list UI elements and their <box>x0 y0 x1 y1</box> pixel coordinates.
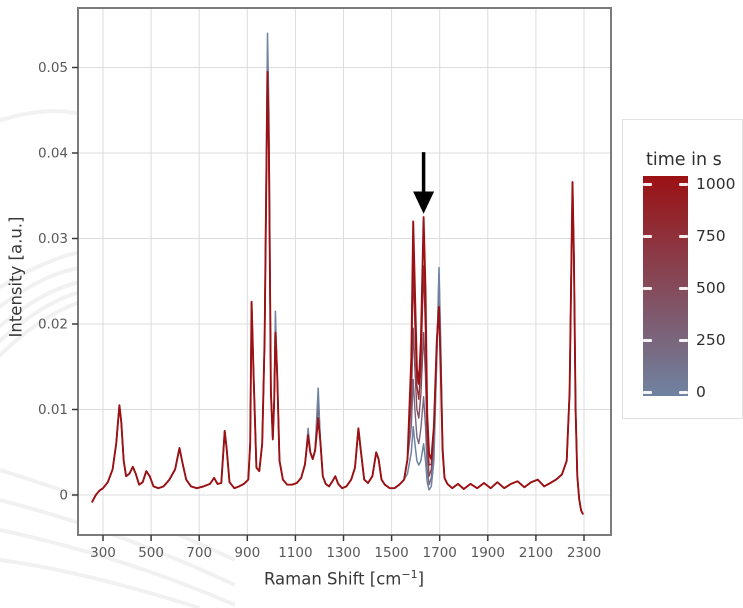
colorbar-tick-dash <box>643 390 652 394</box>
colorbar-tick-label: 0 <box>696 383 706 401</box>
x-tick-label: 1300 <box>326 545 360 561</box>
legend-title: time in s <box>646 150 722 170</box>
x-tick-label: 1100 <box>278 545 312 561</box>
x-axis-title-sup: −1 <box>401 567 418 581</box>
colorbar-tick-label: 500 <box>696 279 726 297</box>
spectrum-trace-t1000s <box>91 70 584 515</box>
colorbar-legend: time in s 1000 750 500 250 0 <box>622 119 743 419</box>
x-axis-title-suffix: ] <box>417 569 425 589</box>
spectra-traces <box>91 32 584 515</box>
colorbar-tick-dash <box>679 390 688 394</box>
x-tick-label: 500 <box>138 545 164 561</box>
y-tick-label: 0.02 <box>38 317 68 333</box>
y-tick-label: 0.04 <box>38 146 68 162</box>
plot-background <box>79 9 610 534</box>
x-tick-label: 900 <box>234 545 260 561</box>
colorbar-tick-dash <box>679 286 688 290</box>
x-tick-label: 2100 <box>519 545 553 561</box>
y-tick-label: 0.01 <box>38 402 68 418</box>
colorbar-gradient <box>643 176 688 396</box>
x-tick-label: 300 <box>90 545 116 561</box>
x-tick-label: 1500 <box>374 545 408 561</box>
y-tick-label: 0 <box>59 488 68 504</box>
x-tick-label: 700 <box>186 545 212 561</box>
y-axis-title: Intensity [a.u.] <box>6 216 26 338</box>
y-tick-label: 0.05 <box>38 60 68 76</box>
x-axis-title-text: Raman Shift [cm <box>263 569 402 589</box>
annotation-arrow-head <box>413 191 435 214</box>
colorbar-tick-dash <box>643 182 652 186</box>
plot-frame <box>77 7 612 536</box>
x-tick-label: 1900 <box>471 545 505 561</box>
colorbar-tick-dash <box>643 338 652 342</box>
colorbar-tick-dash <box>643 234 652 238</box>
x-axis-title: Raman Shift [cm−1] <box>264 568 424 589</box>
colorbar-tick-dash <box>643 286 652 290</box>
colorbar-tick-dash <box>679 338 688 342</box>
colorbar-tick-dash <box>679 234 688 238</box>
colorbar-tick-label: 1000 <box>696 175 736 193</box>
x-tick-label: 1700 <box>423 545 457 561</box>
colorbar-tick-dash <box>679 182 688 186</box>
colorbar-tick-label: 750 <box>696 227 726 245</box>
x-tick-label: 2300 <box>567 545 601 561</box>
y-tick-label: 0.03 <box>38 231 68 247</box>
colorbar-tick-label: 250 <box>696 331 726 349</box>
